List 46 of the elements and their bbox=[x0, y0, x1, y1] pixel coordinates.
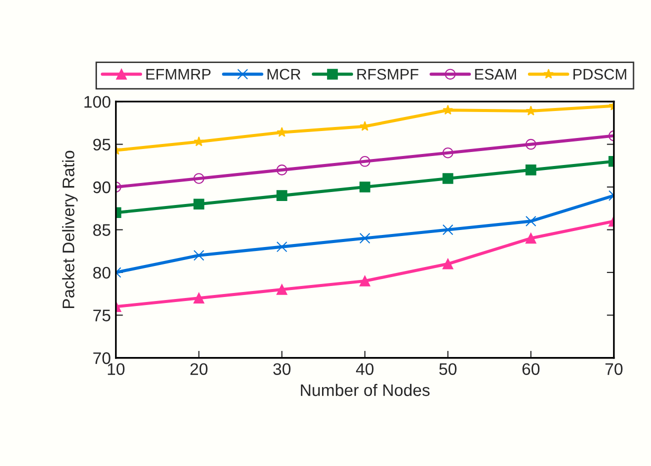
y-tick-label: 75 bbox=[93, 310, 110, 322]
y-tick-label: 70 bbox=[93, 352, 110, 364]
point bbox=[360, 232, 370, 244]
point bbox=[194, 136, 204, 146]
point bbox=[194, 198, 204, 210]
point bbox=[194, 250, 204, 261]
point bbox=[360, 182, 370, 192]
x-tick-label: 10 bbox=[108, 363, 124, 375]
point bbox=[526, 232, 536, 244]
legend-label: MCR bbox=[268, 68, 300, 80]
point bbox=[442, 258, 454, 270]
point bbox=[360, 120, 370, 131]
x-tick-label: 30 bbox=[273, 363, 290, 375]
point bbox=[526, 138, 536, 150]
x-tick-label: 50 bbox=[439, 363, 457, 375]
point bbox=[276, 190, 288, 201]
point bbox=[276, 126, 288, 137]
y-tick-label: 100 bbox=[84, 96, 110, 108]
x-tick-label: 60 bbox=[522, 363, 540, 375]
x-tick-label: 20 bbox=[190, 363, 208, 375]
y-tick-label: 90 bbox=[93, 181, 110, 194]
point bbox=[442, 173, 454, 184]
point bbox=[194, 292, 204, 304]
legend-label: RFSMPF bbox=[357, 68, 418, 80]
point bbox=[276, 284, 288, 295]
point bbox=[360, 276, 370, 286]
x-tick-label: 70 bbox=[605, 363, 623, 375]
y-tick-label: 85 bbox=[93, 224, 110, 236]
point bbox=[360, 156, 370, 167]
legend-label: EFMMRP bbox=[146, 69, 211, 80]
point bbox=[194, 173, 204, 184]
point bbox=[526, 106, 536, 116]
y-tick-label: 95 bbox=[93, 138, 110, 151]
point bbox=[526, 216, 536, 227]
point bbox=[276, 164, 288, 176]
legend-label: ESAM bbox=[475, 68, 516, 80]
point bbox=[442, 147, 454, 158]
point bbox=[526, 164, 536, 176]
point bbox=[276, 241, 288, 252]
legend-label: PDSCM bbox=[573, 68, 626, 80]
point bbox=[442, 104, 454, 115]
point bbox=[442, 224, 454, 236]
x-tick-label: 40 bbox=[356, 363, 374, 375]
y-axis-title: Packet Delivery Ratio bbox=[62, 150, 78, 308]
y-tick-label: 80 bbox=[93, 266, 110, 279]
x-axis-title: Number of Nodes bbox=[300, 384, 430, 396]
